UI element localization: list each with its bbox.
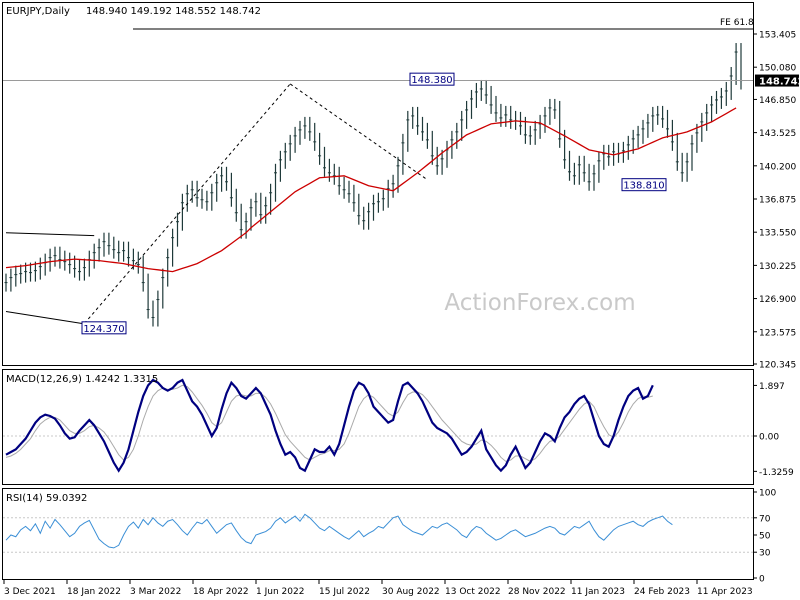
trendline <box>5 232 95 237</box>
xtick-label: 11 Jan 2023 <box>571 587 625 597</box>
axis-layer: 153.405 150.080 146.850 143.525 140.200 136.8… <box>3 31 800 597</box>
rsi-title: RSI(14) 59.0392 <box>6 493 87 504</box>
trendline <box>289 83 428 181</box>
rsi-layer <box>3 513 753 553</box>
price-label: 138.810 <box>623 181 664 192</box>
current-price-box <box>755 74 799 87</box>
xtick-label: 13 Oct 2022 <box>445 587 501 597</box>
price-label: 124.370 <box>83 324 124 335</box>
rsi-ytick-label: 30 <box>759 549 771 559</box>
current-price-label: 148.742 <box>759 77 800 88</box>
rsi-line <box>5 513 673 549</box>
sma-line <box>5 107 737 273</box>
price-ytick-label: 133.550 <box>759 229 796 239</box>
xtick-label: 18 Apr 2022 <box>193 587 249 597</box>
chart-symbol: EURJPY,Daily <box>6 6 70 17</box>
fe-label: FE 61.8 <box>720 18 754 28</box>
macd-panel-frame <box>2 369 754 485</box>
price-ytick-label: 123.575 <box>759 328 796 338</box>
price-label: 148.380 <box>411 75 452 86</box>
macd-layer <box>3 378 753 473</box>
rsi-panel-frame <box>2 488 754 580</box>
price-ytick-label: 120.345 <box>759 361 796 371</box>
chart-ohlc: 148.940 149.192 148.552 148.742 <box>86 6 261 17</box>
rsi-ytick-label: 0 <box>759 575 765 585</box>
price-ytick-label: 130.225 <box>759 262 796 272</box>
xtick-label: 24 Feb 2023 <box>634 587 690 597</box>
price-ytick-label: 150.080 <box>759 64 796 74</box>
price-label-box <box>621 178 667 192</box>
rsi-ytick-label: 70 <box>759 514 771 524</box>
xtick-label: 15 Jul 2022 <box>319 587 370 597</box>
price-ytick-label: 140.200 <box>759 162 796 172</box>
price-ytick-label: 143.525 <box>759 129 796 139</box>
price-ytick-label: 146.850 <box>759 96 796 106</box>
rsi-ytick-label: 100 <box>759 489 776 499</box>
xtick-label: 28 Nov 2022 <box>508 587 566 597</box>
xtick-label: 1 Jun 2022 <box>256 587 304 597</box>
macd-title: MACD(12,26,9) 1.4242 1.3315 <box>6 374 158 385</box>
price-ytick-label: 126.900 <box>759 295 796 305</box>
xtick-label: 18 Jan 2022 <box>67 587 121 597</box>
price-label-box <box>409 72 455 86</box>
macd-ytick-label: -1.3259 <box>759 468 794 478</box>
xtick-label: 11 Apr 2023 <box>697 587 753 597</box>
price-panel-frame <box>2 2 754 366</box>
xtick-label: 30 Aug 2022 <box>382 587 440 597</box>
trendline <box>84 83 291 324</box>
signal-line <box>5 384 653 462</box>
xtick-label: 3 Dec 2021 <box>4 587 56 597</box>
xtick-label: 3 Mar 2022 <box>130 587 181 597</box>
price-ytick-label: 136.875 <box>759 196 796 206</box>
macd-ytick-label: 1.897 <box>759 382 785 392</box>
price-ytick-label: 153.405 <box>759 31 796 41</box>
watermark: ActionForex.com <box>444 290 635 316</box>
rsi-ytick-label: 50 <box>759 532 771 542</box>
macd-line <box>5 378 654 473</box>
price-label-box <box>81 321 127 335</box>
price-layer: FE 61.8 148.380 138.810 124.370 <box>3 18 754 335</box>
macd-ytick-label: 0.00 <box>759 433 779 443</box>
